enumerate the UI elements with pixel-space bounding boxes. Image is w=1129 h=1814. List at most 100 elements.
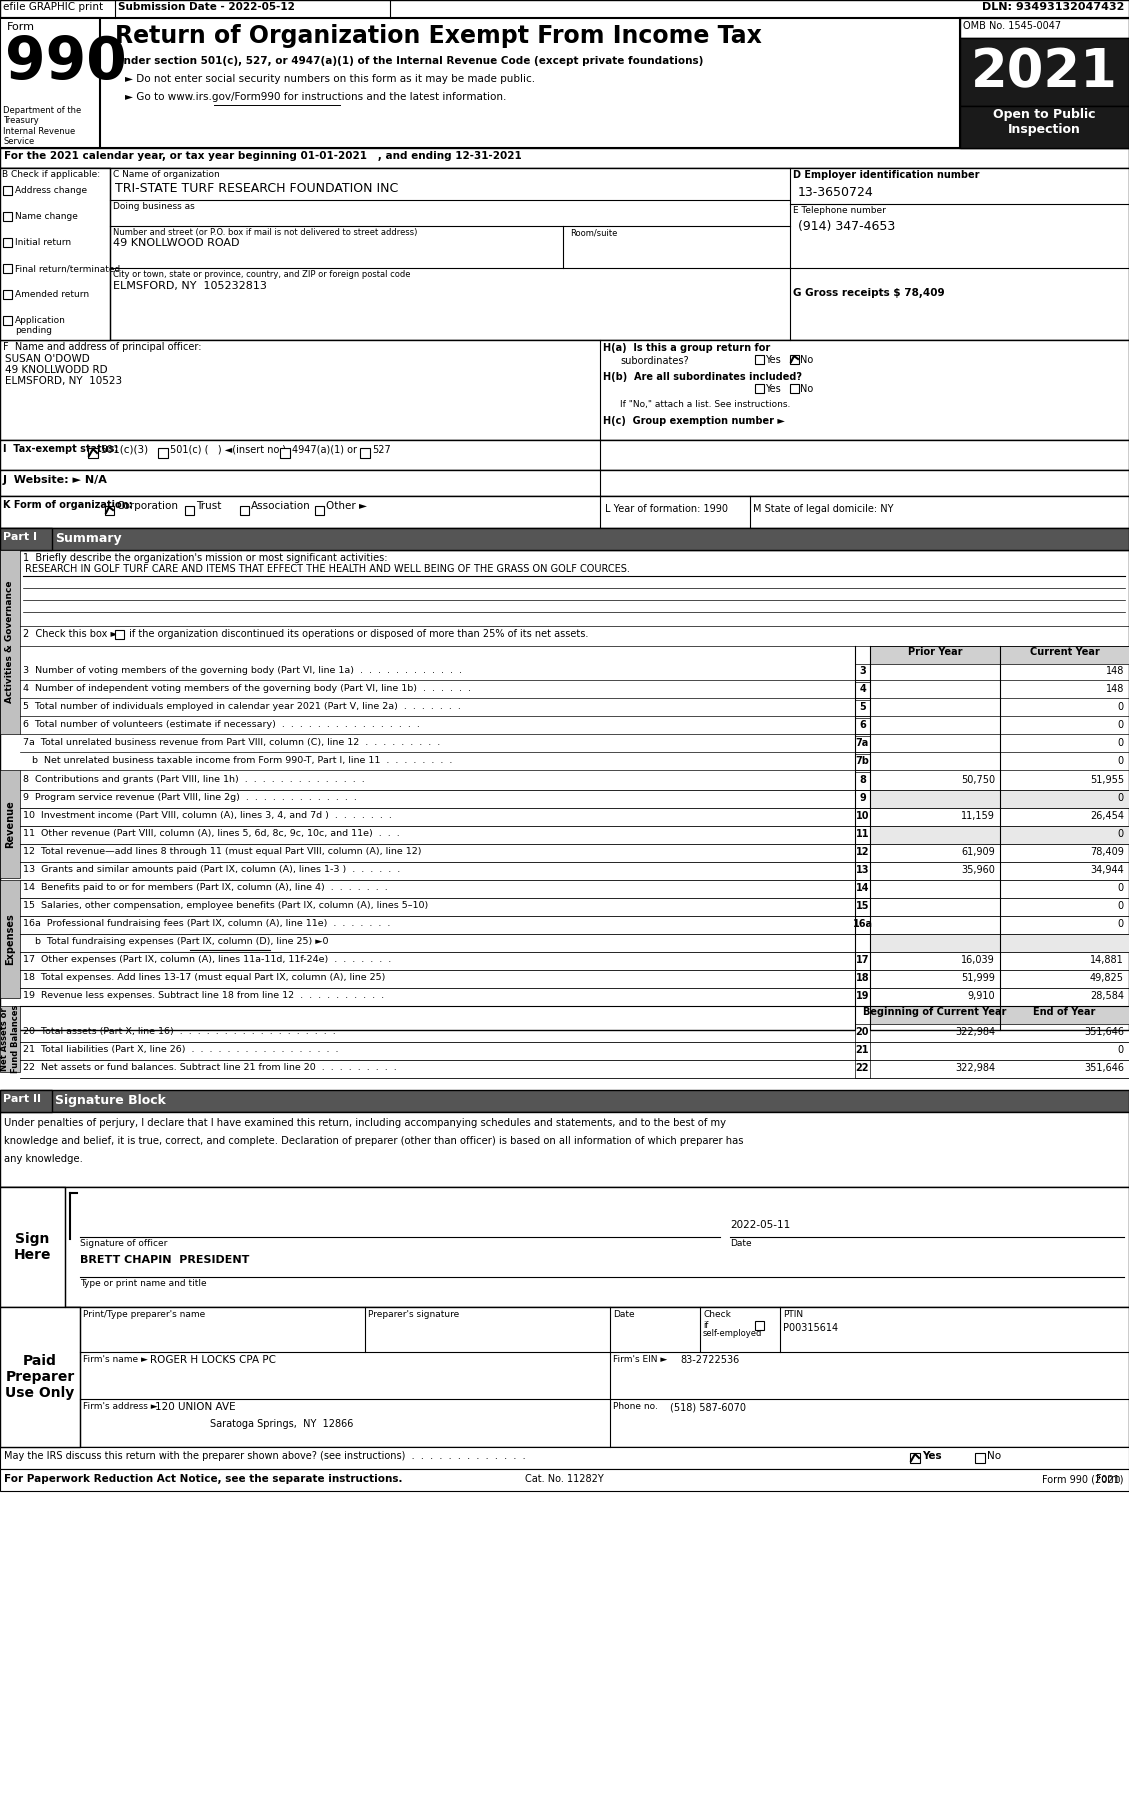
Text: 10  Investment income (Part VIII, column (A), lines 3, 4, and 7d )  .  .  .  .  : 10 Investment income (Part VIII, column … [23,811,392,820]
Text: 7a: 7a [856,738,869,747]
Text: Application
pending: Application pending [15,316,65,336]
Text: 11,159: 11,159 [961,811,995,822]
Text: 50,750: 50,750 [961,775,995,785]
Bar [790,385,799,394]
Text: Check: Check [703,1310,730,1319]
Bar [0,0,1129,18]
Bar [0,1469,1129,1491]
Text: 6: 6 [859,720,866,729]
Bar [855,989,870,1007]
Text: 4  Number of independent voting members of the governing body (Part VI, line 1b): 4 Number of independent voting members o… [23,684,471,693]
Text: 17: 17 [856,954,869,965]
Bar [855,898,870,916]
Bar [0,441,1129,470]
Text: 34,944: 34,944 [1091,865,1124,874]
Text: 35,960: 35,960 [961,865,995,874]
Text: 19: 19 [856,990,869,1001]
Bar [0,18,100,149]
Text: Signature Block: Signature Block [55,1094,166,1107]
Text: 49 KNOLLWOOD ROAD: 49 KNOLLWOOD ROAD [113,238,239,249]
Bar [855,682,870,698]
Bar [0,339,1129,441]
Text: For Paperwork Reduction Act Notice, see the separate instructions.: For Paperwork Reduction Act Notice, see … [5,1475,403,1484]
Text: 322,984: 322,984 [955,1063,995,1074]
Text: 12  Total revenue—add lines 8 through 11 (must equal Part VIII, column (A), line: 12 Total revenue—add lines 8 through 11 … [23,847,421,856]
Text: 4947(a)(1) or: 4947(a)(1) or [292,444,357,455]
Bar [855,844,870,862]
Text: Open to Public
Inspection: Open to Public Inspection [994,109,1096,136]
Text: BRETT CHAPIN  PRESIDENT: BRETT CHAPIN PRESIDENT [80,1255,250,1264]
Text: For the 2021 calendar year, or tax year beginning 01-01-2021   , and ending 12-3: For the 2021 calendar year, or tax year … [5,151,522,161]
Text: 0: 0 [1118,720,1124,729]
Text: Association: Association [251,501,310,512]
Bar [855,807,870,825]
Bar [0,1308,1129,1448]
Bar [855,664,870,680]
Text: knowledge and belief, it is true, correct, and complete. Declaration of preparer: knowledge and belief, it is true, correc… [5,1136,744,1146]
Text: Return of Organization Exempt From Income Tax: Return of Organization Exempt From Incom… [115,24,762,47]
Text: D Employer identification number: D Employer identification number [793,171,980,180]
Bar [0,169,110,339]
Text: 0: 0 [1118,902,1124,911]
Bar [960,38,1129,105]
Bar [3,212,12,221]
Bar [3,238,12,247]
Text: 351,646: 351,646 [1084,1027,1124,1038]
Text: 2022-05-11: 2022-05-11 [730,1221,790,1230]
Text: H(b)  Are all subordinates included?: H(b) Are all subordinates included? [603,372,802,383]
Bar [755,1321,764,1330]
Text: 7a  Total unrelated business revenue from Part VIII, column (C), line 12  .  .  : 7a Total unrelated business revenue from… [23,738,440,747]
Text: 21: 21 [856,1045,869,1056]
Text: 3  Number of voting members of the governing body (Part VI, line 1a)  .  .  .  .: 3 Number of voting members of the govern… [23,666,462,675]
Text: Doing business as: Doing business as [113,201,194,210]
Bar [0,528,1129,550]
Text: Under section 501(c), 527, or 4947(a)(1) of the Internal Revenue Code (except pr: Under section 501(c), 527, or 4947(a)(1)… [115,56,703,65]
Text: Number and street (or P.O. box if mail is not delivered to street address): Number and street (or P.O. box if mail i… [113,229,418,238]
Text: 61,909: 61,909 [961,847,995,856]
Text: 148: 148 [1105,684,1124,695]
Bar [855,718,870,735]
Text: Firm's name ►: Firm's name ► [84,1355,148,1364]
Text: J  Website: ► N/A: J Website: ► N/A [3,475,108,484]
Bar [280,448,290,457]
Text: RESEARCH IN GOLF TURF CARE AND ITEMS THAT EFFECT THE HEALTH AND WELL BEING OF TH: RESEARCH IN GOLF TURF CARE AND ITEMS THA… [25,564,630,573]
Text: K Form of organization:: K Form of organization: [3,501,132,510]
Text: 7b: 7b [856,756,869,766]
Bar [3,290,12,299]
Text: any knowledge.: any knowledge. [5,1154,82,1165]
Bar [870,646,1000,664]
Text: Beginning of Current Year: Beginning of Current Year [864,1007,1007,1018]
Bar [855,736,870,753]
Bar [0,1186,1129,1308]
Text: L Year of formation: 1990: L Year of formation: 1990 [605,504,728,513]
Bar [0,550,1129,1030]
Bar [0,470,1129,495]
Text: 0: 0 [1118,793,1124,804]
Bar [3,265,12,272]
Text: H(c)  Group exemption number ►: H(c) Group exemption number ► [603,415,785,426]
Text: Address change: Address change [15,187,87,194]
Text: 21  Total liabilities (Part X, line 26)  .  .  .  .  .  .  .  .  .  .  .  .  .  : 21 Total liabilities (Part X, line 26) .… [23,1045,339,1054]
Bar [870,1007,1000,1023]
Bar [0,769,20,878]
Text: 15: 15 [856,902,869,911]
Text: I  Tax-exempt status:: I Tax-exempt status: [3,444,119,454]
Bar [870,791,1000,807]
Text: 9: 9 [859,793,866,804]
Text: No: No [800,356,813,365]
Bar [870,934,1000,952]
Text: Firm's EIN ►: Firm's EIN ► [613,1355,667,1364]
Text: Date: Date [613,1310,634,1319]
Text: TRI-STATE TURF RESEARCH FOUNDATION INC: TRI-STATE TURF RESEARCH FOUNDATION INC [115,181,399,194]
Text: 22: 22 [856,1063,869,1074]
Text: 20: 20 [856,1027,869,1038]
Text: B Check if applicable:: B Check if applicable: [2,171,100,180]
Text: ELMSFORD, NY  10523: ELMSFORD, NY 10523 [5,375,122,386]
Text: City or town, state or province, country, and ZIP or foreign postal code: City or town, state or province, country… [113,270,411,279]
Text: 527: 527 [371,444,391,455]
Text: Part II: Part II [3,1094,41,1105]
Text: 148: 148 [1105,666,1124,677]
Text: C Name of organization: C Name of organization [113,171,220,180]
Text: 5  Total number of individuals employed in calendar year 2021 (Part V, line 2a) : 5 Total number of individuals employed i… [23,702,461,711]
Bar [105,506,114,515]
